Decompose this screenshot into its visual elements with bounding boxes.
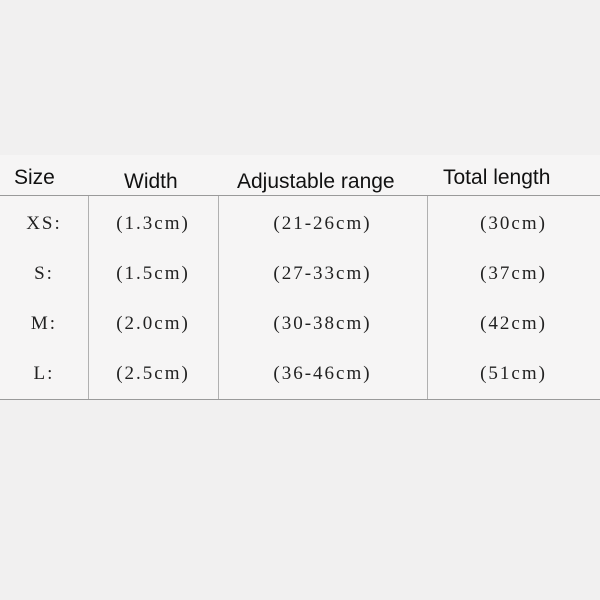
- table-cell: M:: [30, 313, 58, 334]
- table-cell: (51cm): [480, 363, 547, 384]
- col-divider: [427, 196, 428, 399]
- table-cell: (2.0cm): [116, 313, 190, 334]
- header-cell: Adjustable range: [237, 170, 395, 193]
- table-cell: (27-33cm): [273, 263, 372, 284]
- table-cell: (1.3cm): [116, 213, 190, 234]
- table-cell: (42cm): [480, 313, 547, 334]
- table-cell: (30-38cm): [273, 313, 372, 334]
- table-cell: S:: [34, 263, 54, 284]
- header-cell: Width: [124, 170, 178, 193]
- table-cell: (21-26cm): [273, 213, 372, 234]
- col-divider: [218, 196, 219, 399]
- table-grid: [0, 195, 600, 400]
- table-cell: (1.5cm): [116, 263, 190, 284]
- col-divider: [88, 196, 89, 399]
- table-cell: L:: [33, 363, 55, 384]
- table-cell: (37cm): [480, 263, 547, 284]
- table-cell: (30cm): [480, 213, 547, 234]
- header-cell: Total length: [443, 166, 551, 189]
- table-cell: XS:: [26, 213, 62, 234]
- header-cell: Size: [14, 166, 55, 189]
- table-cell: (36-46cm): [273, 363, 372, 384]
- table-cell: (2.5cm): [116, 363, 190, 384]
